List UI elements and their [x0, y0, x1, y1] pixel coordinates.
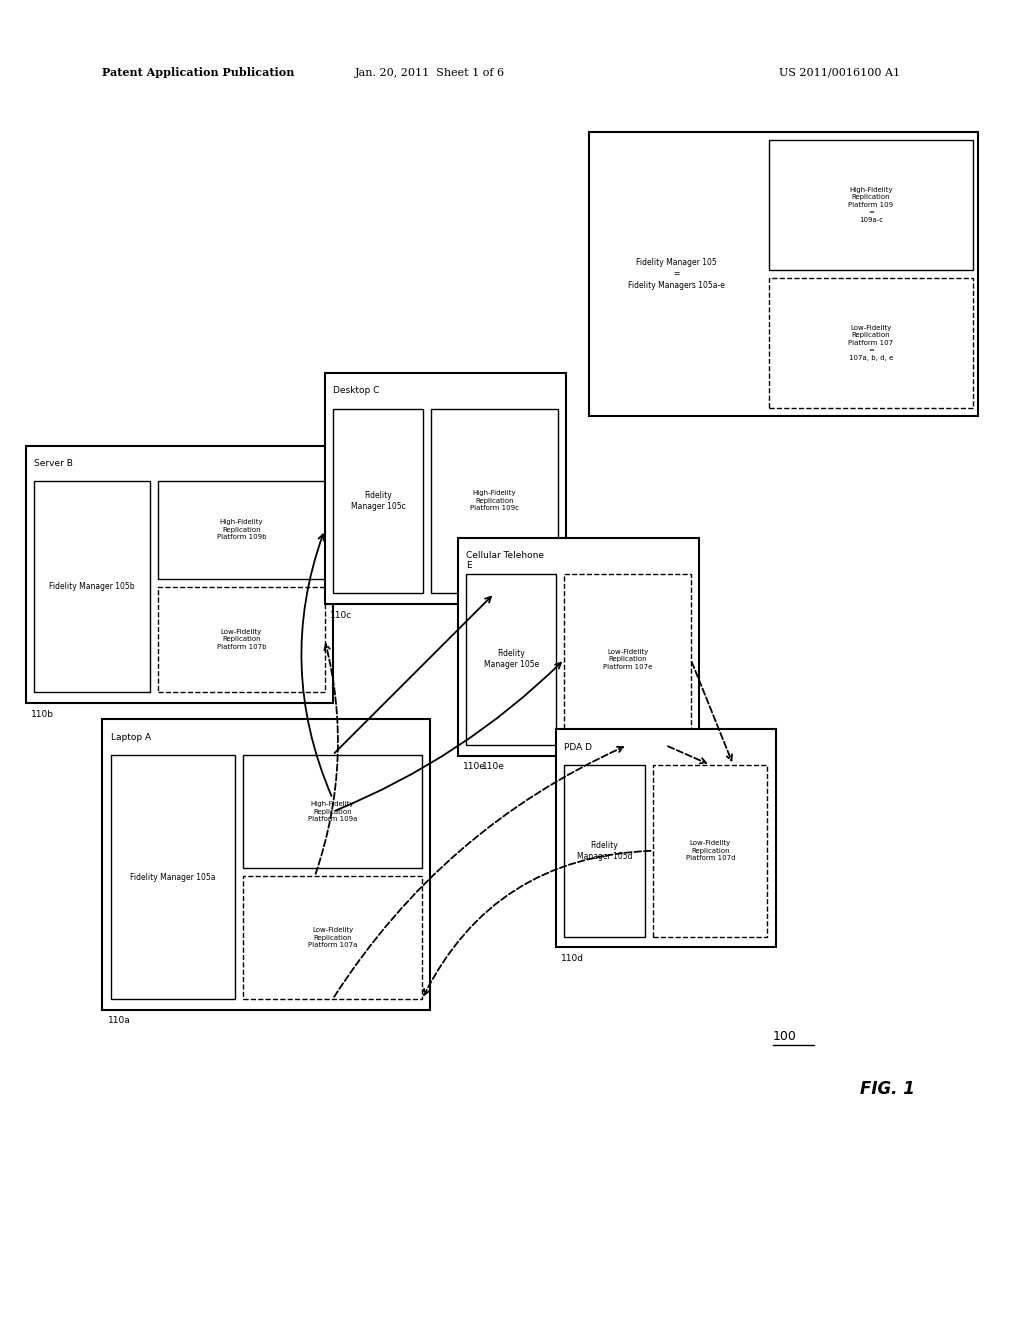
Text: Fidelity
Manager 105c: Fidelity Manager 105c: [351, 491, 406, 511]
Bar: [589, 132, 978, 416]
Text: Low-Fidelity
Replication
Platform 107a: Low-Fidelity Replication Platform 107a: [308, 928, 357, 948]
Bar: [769, 140, 973, 271]
Bar: [102, 719, 430, 1010]
Bar: [555, 729, 776, 948]
Text: 110d: 110d: [561, 953, 584, 962]
Text: Fidelity Manager 105a: Fidelity Manager 105a: [130, 873, 216, 882]
Text: High-Fidelity
Replication
Platform 109
=
109a-c: High-Fidelity Replication Platform 109 =…: [848, 187, 894, 223]
Text: Fidelity
Manager 105e: Fidelity Manager 105e: [483, 649, 539, 669]
Bar: [34, 482, 151, 693]
Text: Fidelity Manager 105
=
Fidelity Managers 105a-e: Fidelity Manager 105 = Fidelity Managers…: [628, 257, 725, 290]
Bar: [653, 766, 768, 937]
Text: Desktop C: Desktop C: [334, 385, 380, 395]
Text: Server B: Server B: [34, 459, 73, 467]
Bar: [159, 482, 325, 578]
Text: Low-Fidelity
Replication
Platform 107
=
107a, b, d, e: Low-Fidelity Replication Platform 107 = …: [848, 325, 894, 360]
Text: Jan. 20, 2011  Sheet 1 of 6: Jan. 20, 2011 Sheet 1 of 6: [355, 67, 505, 78]
Bar: [326, 372, 565, 605]
Text: 110e: 110e: [482, 763, 505, 771]
Bar: [466, 573, 556, 744]
Bar: [111, 755, 236, 999]
Text: High-Fidelity
Replication
Platform 109c: High-Fidelity Replication Platform 109c: [470, 491, 519, 511]
Text: Cellular Telehone
E: Cellular Telehone E: [466, 552, 545, 570]
Text: 110a: 110a: [108, 1016, 130, 1026]
Bar: [244, 755, 422, 869]
Text: Fidelity
Manager 105d: Fidelity Manager 105d: [577, 841, 632, 861]
Bar: [563, 766, 645, 937]
Text: 110e: 110e: [463, 763, 486, 771]
Text: FIG. 1: FIG. 1: [860, 1080, 915, 1098]
Text: 110c: 110c: [330, 610, 352, 619]
Text: Patent Application Publication: Patent Application Publication: [102, 67, 295, 78]
Text: Laptop A: Laptop A: [111, 733, 151, 742]
Text: Fidelity Manager 105b: Fidelity Manager 105b: [49, 582, 135, 591]
Text: PDA D: PDA D: [563, 742, 592, 751]
Bar: [26, 446, 333, 704]
Bar: [244, 876, 422, 999]
Bar: [769, 277, 973, 408]
Text: US 2011/0016100 A1: US 2011/0016100 A1: [779, 67, 900, 78]
Text: Low-Fidelity
Replication
Platform 107d: Low-Fidelity Replication Platform 107d: [686, 841, 735, 861]
Text: 100: 100: [773, 1030, 797, 1043]
Bar: [159, 586, 325, 693]
Text: High-Fidelity
Replication
Platform 109b: High-Fidelity Replication Platform 109b: [217, 520, 266, 540]
Text: 110b: 110b: [31, 710, 53, 718]
Bar: [564, 573, 690, 744]
Bar: [334, 409, 423, 594]
Text: High-Fidelity
Replication
Platform 109a: High-Fidelity Replication Platform 109a: [308, 801, 357, 822]
Text: Low-Fidelity
Replication
Platform 107e: Low-Fidelity Replication Platform 107e: [603, 649, 652, 669]
Text: Low-Fidelity
Replication
Platform 107b: Low-Fidelity Replication Platform 107b: [217, 630, 266, 649]
Bar: [458, 539, 698, 755]
Bar: [431, 409, 557, 594]
